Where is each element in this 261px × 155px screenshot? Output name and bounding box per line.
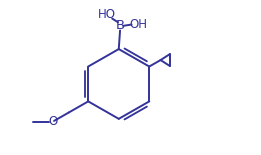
Text: OH: OH: [130, 18, 148, 31]
Text: B: B: [116, 19, 124, 32]
Text: HO: HO: [98, 9, 115, 22]
Text: O: O: [48, 115, 57, 128]
